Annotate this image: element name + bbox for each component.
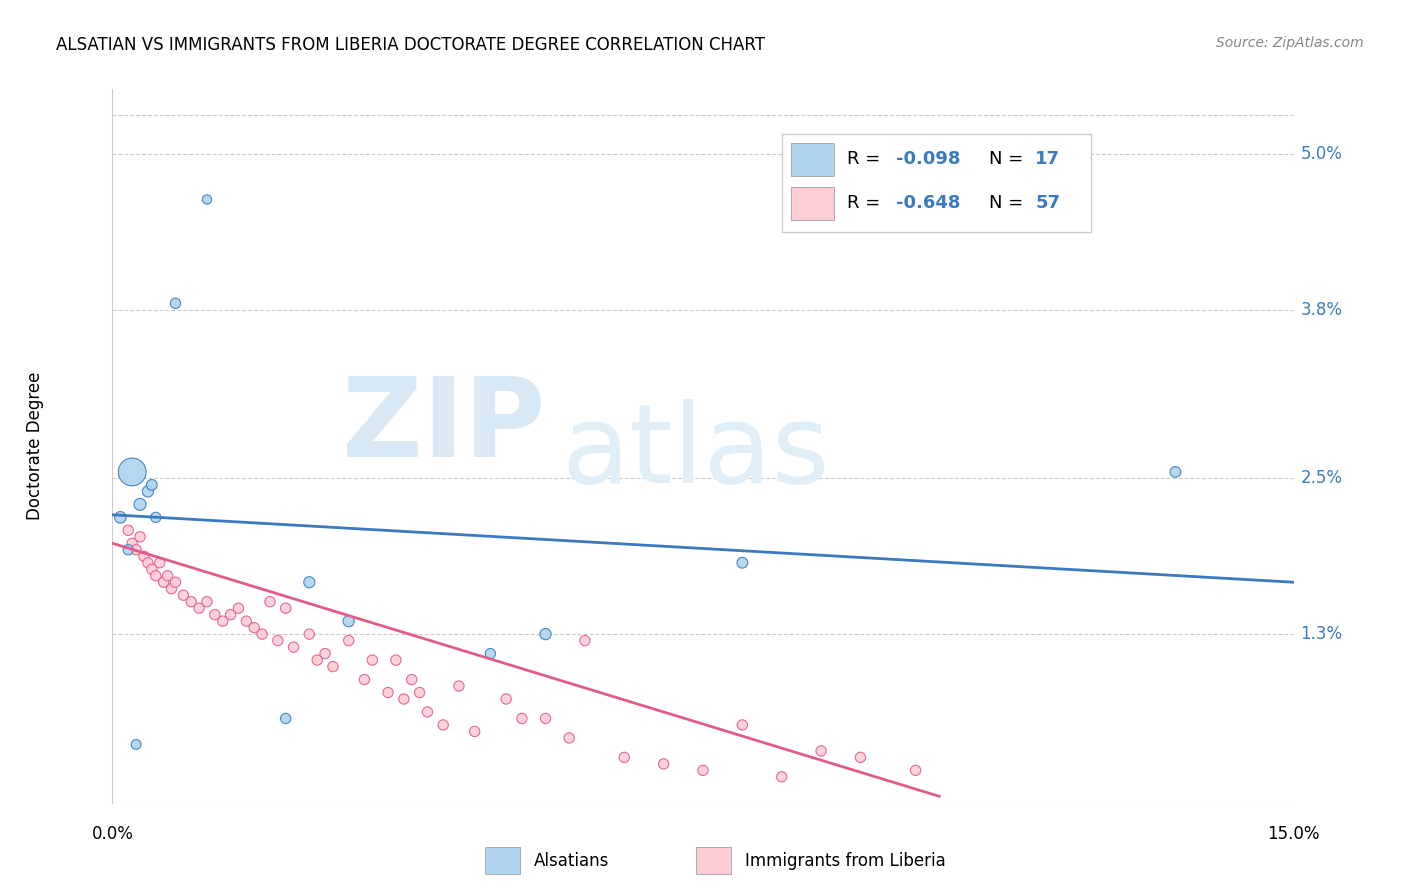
Text: Alsatians: Alsatians xyxy=(534,852,610,870)
Point xyxy=(361,653,384,667)
Text: 15.0%: 15.0% xyxy=(1267,825,1320,843)
Point xyxy=(141,478,163,492)
Point xyxy=(117,542,139,557)
Text: N =: N = xyxy=(988,194,1029,212)
Point xyxy=(172,588,194,602)
Text: 57: 57 xyxy=(1035,194,1060,212)
Point xyxy=(416,705,439,719)
Point xyxy=(228,601,250,615)
Text: 17: 17 xyxy=(1035,151,1060,169)
Point xyxy=(211,614,233,628)
Point xyxy=(125,542,148,557)
Point xyxy=(558,731,581,745)
Text: Source: ZipAtlas.com: Source: ZipAtlas.com xyxy=(1216,36,1364,50)
Point xyxy=(125,738,148,752)
Text: 5.0%: 5.0% xyxy=(1301,145,1343,163)
Point xyxy=(195,595,218,609)
Point xyxy=(392,692,415,706)
Point xyxy=(195,193,218,207)
Bar xyxy=(792,143,834,176)
Point xyxy=(136,556,159,570)
Text: atlas: atlas xyxy=(561,399,830,506)
Point xyxy=(219,607,242,622)
Text: ALSATIAN VS IMMIGRANTS FROM LIBERIA DOCTORATE DEGREE CORRELATION CHART: ALSATIAN VS IMMIGRANTS FROM LIBERIA DOCT… xyxy=(56,36,765,54)
Point xyxy=(464,724,486,739)
Point xyxy=(904,764,927,778)
Point xyxy=(401,673,423,687)
Point xyxy=(385,653,408,667)
Point xyxy=(250,627,273,641)
Point xyxy=(337,614,360,628)
Point xyxy=(136,484,159,499)
Point xyxy=(180,595,202,609)
Point xyxy=(132,549,155,564)
Point xyxy=(204,607,226,622)
Point xyxy=(129,497,152,511)
Text: ZIP: ZIP xyxy=(342,373,546,480)
Point xyxy=(149,556,172,570)
Text: Immigrants from Liberia: Immigrants from Liberia xyxy=(745,852,946,870)
Point xyxy=(145,510,167,524)
Text: 1.3%: 1.3% xyxy=(1301,625,1343,643)
Point xyxy=(129,530,152,544)
Point xyxy=(117,524,139,538)
Point xyxy=(534,711,557,725)
Text: -0.648: -0.648 xyxy=(896,194,960,212)
Point xyxy=(235,614,257,628)
Point xyxy=(377,685,399,699)
Point xyxy=(731,556,754,570)
Point xyxy=(1164,465,1187,479)
Point xyxy=(353,673,375,687)
Point xyxy=(447,679,470,693)
Point xyxy=(337,633,360,648)
Point xyxy=(534,627,557,641)
Point xyxy=(110,510,132,524)
Point xyxy=(495,692,517,706)
Bar xyxy=(792,186,834,220)
Text: R =: R = xyxy=(846,194,886,212)
Point xyxy=(121,465,143,479)
Text: -0.098: -0.098 xyxy=(896,151,960,169)
Text: N =: N = xyxy=(988,151,1029,169)
Point xyxy=(259,595,281,609)
Text: 3.8%: 3.8% xyxy=(1301,301,1343,318)
Point xyxy=(298,627,321,641)
Point xyxy=(243,621,266,635)
Point xyxy=(432,718,454,732)
Point xyxy=(165,575,187,590)
Point xyxy=(145,568,167,582)
Point xyxy=(652,756,675,771)
Point xyxy=(314,647,336,661)
Point xyxy=(152,575,174,590)
Point xyxy=(479,647,502,661)
Point xyxy=(613,750,636,764)
Point xyxy=(770,770,793,784)
Point xyxy=(267,633,290,648)
Point xyxy=(810,744,832,758)
Point xyxy=(274,601,297,615)
Point xyxy=(165,296,187,310)
Point xyxy=(274,711,297,725)
Point xyxy=(692,764,714,778)
Text: 2.5%: 2.5% xyxy=(1301,469,1343,487)
Point xyxy=(156,568,179,582)
Text: R =: R = xyxy=(846,151,886,169)
Text: 0.0%: 0.0% xyxy=(91,825,134,843)
Point xyxy=(322,659,344,673)
Point xyxy=(510,711,533,725)
Point xyxy=(849,750,872,764)
Text: Doctorate Degree: Doctorate Degree xyxy=(27,372,44,520)
Point xyxy=(188,601,211,615)
Point xyxy=(408,685,430,699)
Point xyxy=(298,575,321,590)
Point xyxy=(160,582,183,596)
Point xyxy=(283,640,305,654)
Point xyxy=(121,536,143,550)
Point xyxy=(574,633,596,648)
Point xyxy=(141,562,163,576)
Point xyxy=(731,718,754,732)
Point xyxy=(307,653,329,667)
